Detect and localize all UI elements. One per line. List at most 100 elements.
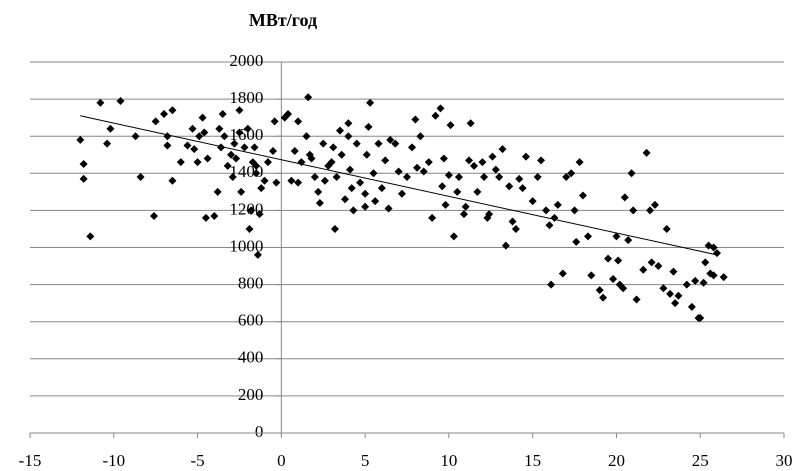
point bbox=[344, 119, 353, 128]
point bbox=[696, 313, 705, 322]
point bbox=[344, 132, 353, 141]
point bbox=[397, 189, 406, 198]
point bbox=[190, 145, 199, 154]
y-tick-label: 1600 bbox=[229, 125, 263, 144]
y-tick-label: 400 bbox=[238, 348, 264, 367]
point bbox=[220, 132, 229, 141]
point bbox=[669, 267, 678, 276]
point bbox=[193, 158, 202, 167]
point bbox=[201, 213, 210, 222]
point bbox=[662, 224, 671, 233]
point bbox=[315, 198, 324, 207]
point bbox=[666, 289, 675, 298]
point bbox=[237, 187, 246, 196]
point bbox=[136, 173, 145, 182]
point bbox=[674, 291, 683, 300]
point bbox=[627, 169, 636, 178]
point bbox=[439, 154, 448, 163]
point bbox=[438, 182, 447, 191]
point bbox=[304, 93, 313, 102]
point bbox=[464, 156, 473, 165]
point bbox=[614, 256, 623, 265]
point bbox=[431, 111, 440, 120]
point bbox=[290, 147, 299, 156]
point bbox=[533, 173, 542, 182]
point bbox=[453, 187, 462, 196]
point bbox=[411, 115, 420, 124]
point bbox=[550, 213, 559, 222]
point bbox=[356, 178, 365, 187]
point bbox=[542, 206, 551, 215]
point bbox=[485, 210, 494, 219]
point bbox=[515, 174, 524, 183]
x-tick-label: -5 bbox=[190, 451, 204, 470]
y-tick-label: 200 bbox=[238, 385, 264, 404]
point bbox=[352, 139, 361, 148]
point bbox=[619, 284, 628, 293]
point bbox=[103, 139, 112, 148]
point bbox=[287, 176, 296, 185]
point bbox=[518, 184, 527, 193]
point bbox=[444, 171, 453, 180]
point bbox=[168, 176, 177, 185]
point bbox=[243, 124, 252, 133]
point bbox=[521, 152, 530, 161]
point bbox=[553, 200, 562, 209]
point bbox=[330, 224, 339, 233]
point bbox=[366, 98, 375, 107]
point bbox=[659, 284, 668, 293]
point bbox=[642, 148, 651, 157]
point bbox=[449, 232, 458, 241]
point bbox=[349, 206, 358, 215]
point bbox=[255, 210, 264, 219]
point bbox=[369, 169, 378, 178]
y-tick-label: 0 bbox=[255, 422, 264, 441]
point bbox=[228, 173, 237, 182]
point bbox=[240, 143, 249, 152]
point bbox=[578, 191, 587, 200]
point bbox=[394, 167, 403, 176]
y-tick-label: 2000 bbox=[229, 51, 263, 70]
point bbox=[687, 302, 696, 311]
point bbox=[528, 197, 537, 206]
point bbox=[632, 295, 641, 304]
point bbox=[495, 173, 504, 182]
point bbox=[218, 109, 227, 118]
point bbox=[583, 232, 592, 241]
point bbox=[235, 128, 244, 137]
point bbox=[381, 156, 390, 165]
point bbox=[624, 236, 633, 245]
point bbox=[337, 150, 346, 159]
point bbox=[647, 258, 656, 267]
point bbox=[595, 286, 604, 295]
point bbox=[682, 280, 691, 289]
point bbox=[654, 262, 663, 271]
point bbox=[263, 158, 272, 167]
point bbox=[562, 173, 571, 182]
point bbox=[436, 104, 445, 113]
point bbox=[176, 158, 185, 167]
point bbox=[217, 143, 226, 152]
point bbox=[310, 173, 319, 182]
point bbox=[480, 173, 489, 182]
point bbox=[408, 143, 417, 152]
point bbox=[391, 139, 400, 148]
x-tick-label: 30 bbox=[776, 451, 793, 470]
y-tick-label: 1000 bbox=[229, 236, 263, 255]
point bbox=[346, 165, 355, 174]
point bbox=[712, 249, 721, 258]
point bbox=[160, 109, 169, 118]
x-tick-label: -15 bbox=[19, 451, 42, 470]
point bbox=[488, 152, 497, 161]
point bbox=[424, 158, 433, 167]
point bbox=[428, 213, 437, 222]
chart-title: МВт/год bbox=[249, 10, 317, 30]
point bbox=[307, 154, 316, 163]
point bbox=[478, 158, 487, 167]
point bbox=[491, 165, 500, 174]
x-tick-label: -10 bbox=[102, 451, 125, 470]
x-tick-label: 5 bbox=[361, 451, 370, 470]
point bbox=[371, 197, 380, 206]
point bbox=[302, 132, 311, 141]
